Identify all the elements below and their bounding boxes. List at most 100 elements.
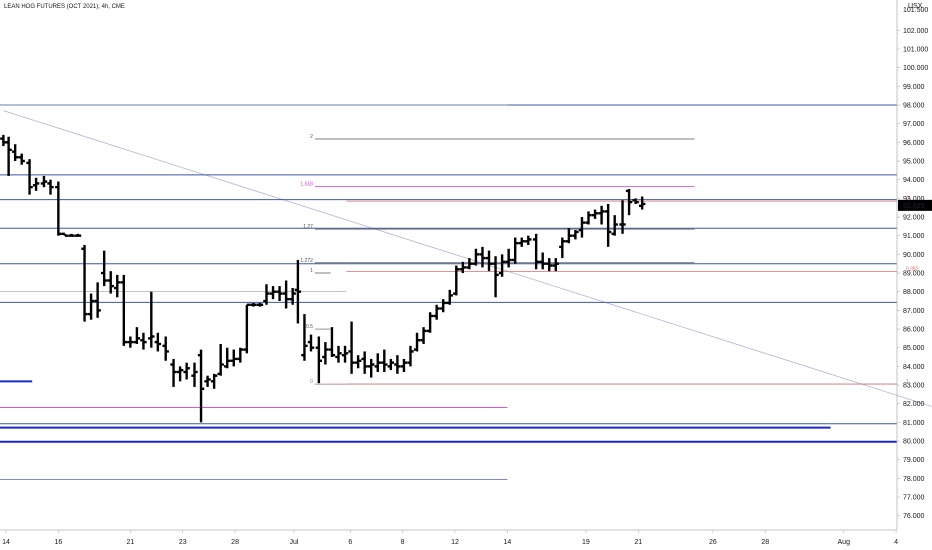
ohlc-bar: [40, 175, 48, 188]
ohlc-bar: [426, 312, 434, 333]
ohlc-bar: [162, 336, 169, 361]
currency-label: USX: [908, 3, 923, 10]
price-tick-label: 102.000: [903, 28, 928, 35]
time-tick-label: 28: [761, 539, 769, 546]
ohlc-bar: [619, 200, 626, 234]
ohlc-bar: [532, 233, 540, 270]
price-tick-label: 93.000: [903, 196, 925, 203]
time-tick-label: 21: [126, 539, 134, 546]
ohlc-bar: [307, 334, 315, 352]
ohlc-bar: [335, 345, 342, 363]
ohlc-bar: [459, 261, 467, 274]
ohlc-bar: [479, 246, 486, 268]
fib-1-label: 1: [310, 268, 313, 274]
ohlc-bar: [525, 235, 532, 246]
ohlc-bar: [120, 274, 128, 346]
ohlc-bar: [148, 291, 155, 348]
ohlc-bar: [387, 358, 395, 371]
time-tick-label: 28: [231, 539, 239, 546]
ohlc-bar: [237, 347, 244, 363]
ohlc-bar: [433, 304, 440, 320]
ohlc-bar: [127, 336, 134, 348]
ohlc-bar: [315, 336, 323, 384]
time-tick-label: 14: [503, 539, 511, 546]
ohlc-bar: [224, 347, 231, 369]
ohlc-bar: [26, 159, 33, 195]
ohlc-bar: [61, 232, 69, 237]
ohlc-bar: [294, 259, 302, 324]
ohlc-bar: [611, 215, 618, 236]
fib-r1-label: 1: [906, 379, 909, 385]
price-tick-label-top: 101.500: [903, 7, 928, 14]
ohlc-bar: [74, 233, 82, 237]
ohlc-bar: [107, 271, 114, 294]
ohlc-bar: [485, 250, 493, 272]
ohlc-bar: [466, 258, 473, 270]
ohlc-bar: [341, 345, 349, 363]
time-tick-label: 6: [348, 539, 352, 546]
price-tick-label: 77.000: [903, 495, 925, 502]
ohlc-bar: [32, 177, 40, 191]
ohlc-bar: [472, 248, 480, 266]
price-tick-label: 95.000: [903, 159, 925, 166]
ohlc-bar: [420, 327, 427, 344]
ohlc-bar: [585, 211, 592, 225]
fib-05-label: 0.5: [306, 324, 313, 330]
ohlc-bar: [81, 245, 88, 322]
ohlc-bar: [361, 351, 368, 374]
ohlc-bar: [440, 299, 447, 313]
price-tick-label: 88.000: [903, 289, 925, 296]
ohlc-bar: [269, 286, 277, 300]
price-tick-label: 81.000: [903, 420, 925, 427]
ohlc-bar: [591, 209, 599, 219]
ohlc-bar: [276, 286, 283, 302]
fib-0-label: 0: [310, 379, 313, 385]
ohlc-bar: [578, 217, 586, 238]
price-tick-label: 82.000: [903, 401, 925, 408]
ohlc-bar: [0, 134, 7, 147]
price-bars: [0, 134, 646, 423]
ohlc-bar: [512, 237, 519, 264]
time-tick-label: 26: [709, 539, 717, 546]
price-tick-label: 76.000: [903, 513, 925, 520]
ohlc-bar: [638, 196, 646, 210]
ohlc-bar: [552, 258, 559, 272]
ohlc-bar: [301, 314, 308, 361]
ohlc-bar: [413, 332, 421, 352]
price-tick-label: 92.000: [903, 215, 925, 222]
ohlc-bar: [230, 349, 237, 367]
time-tick-label: 16: [54, 539, 62, 546]
time-tick-label: 21: [634, 539, 642, 546]
ohlc-bar: [5, 136, 12, 176]
ohlc-bar: [492, 256, 499, 298]
ohlc-bar: [47, 179, 54, 195]
price-tick-label: 91.000: [903, 233, 925, 240]
ohlc-bar: [11, 144, 19, 162]
ohlc-bar: [368, 358, 375, 378]
ohlc-bar: [55, 181, 62, 236]
ohlc-bar: [256, 302, 264, 307]
ohlc-bar: [539, 252, 546, 270]
last-price-marker: [898, 199, 932, 211]
time-tick-label: 14: [2, 539, 10, 546]
last-price-label: 92.625: [903, 203, 925, 210]
ohlc-bar: [518, 237, 525, 247]
price-tick-label: 100.000: [903, 65, 928, 72]
ohlc-bar: [114, 274, 121, 298]
ohlc-bar: [559, 237, 566, 259]
fib-r0382-label: 0.382: [906, 267, 919, 273]
ohlc-bar: [217, 343, 224, 376]
price-tick-label: 101.000: [903, 46, 928, 53]
time-tick-label: 8: [401, 539, 405, 546]
price-tick-label: 89.000: [903, 271, 925, 278]
price-tick-label: 96.000: [903, 140, 925, 147]
ohlc-bar: [546, 258, 553, 272]
price-tick-label: 94.000: [903, 177, 925, 184]
ohlc-bar: [322, 342, 329, 365]
ohlc-bar: [68, 233, 75, 237]
fib-1618-label: 1.618: [300, 182, 313, 188]
time-tick-label: 12: [451, 539, 459, 546]
ohlc-bar: [328, 327, 336, 358]
ohlc-bar: [400, 358, 408, 372]
